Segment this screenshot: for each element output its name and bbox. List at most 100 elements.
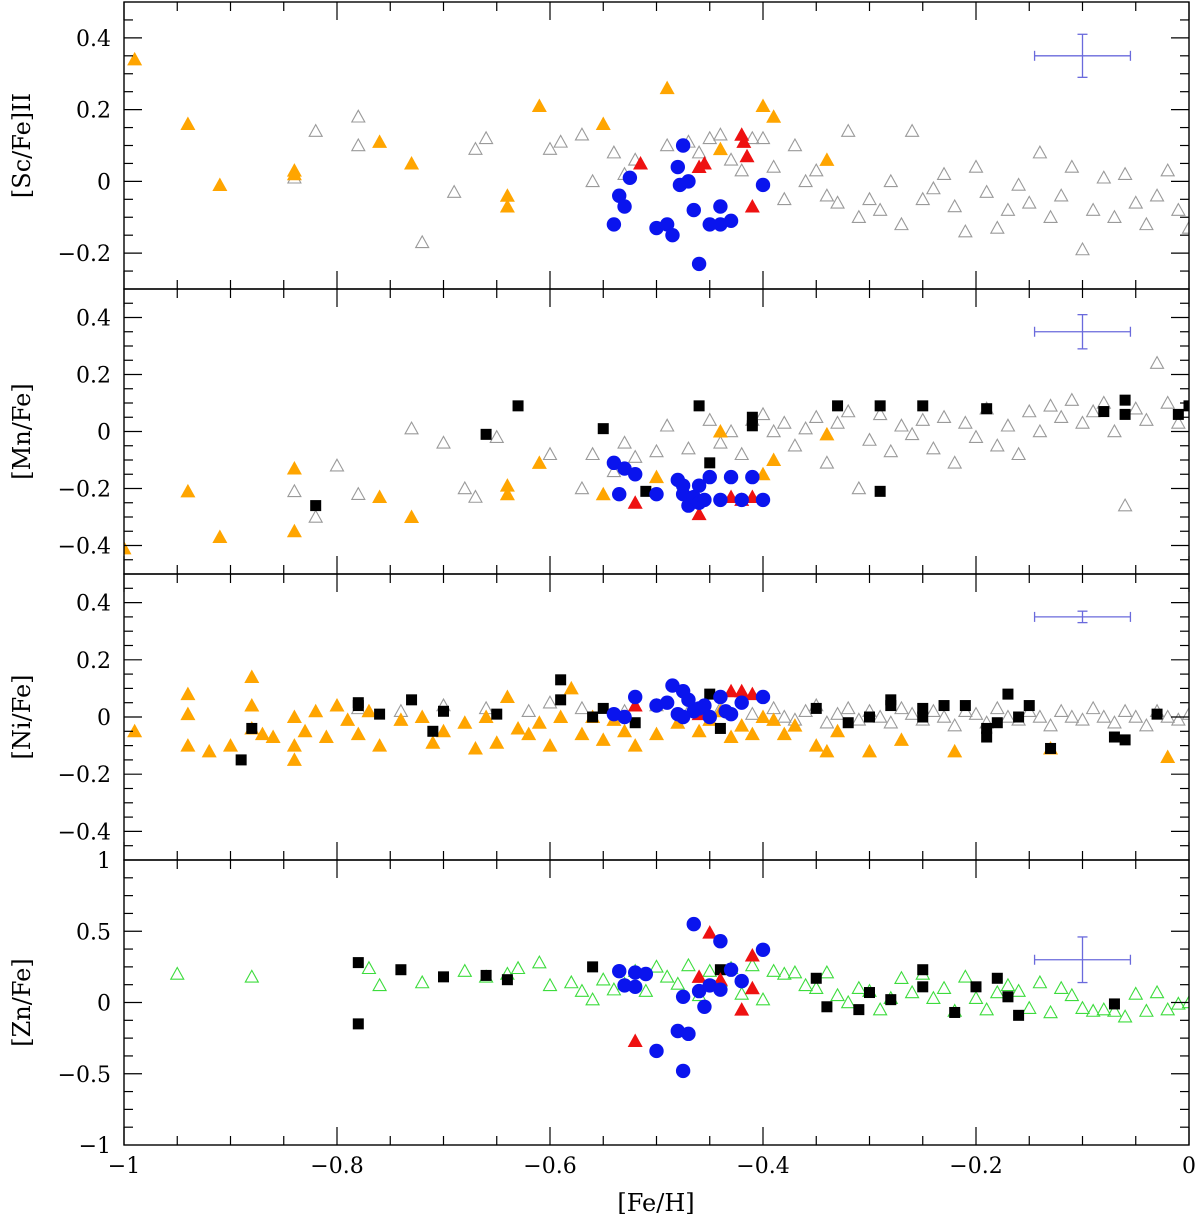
orange-triangle-point	[649, 469, 664, 484]
black-square-point	[1172, 408, 1184, 420]
green-open-triangle-point	[989, 984, 1005, 999]
black-square-point	[693, 400, 705, 412]
black-square-point	[917, 702, 929, 714]
black-square-point	[555, 694, 567, 706]
orange-triangle-point	[595, 486, 611, 501]
blue-circle-point	[697, 999, 712, 1014]
gray-open-triangle-point	[542, 695, 558, 709]
orange-triangle-point	[212, 177, 228, 191]
y-tick-label: −0.2	[58, 242, 111, 267]
gray-open-triangle-point	[1064, 159, 1080, 173]
blue-circle-point	[617, 199, 632, 214]
y-tick-label: −0.2	[58, 478, 111, 503]
green-open-triangle-point	[574, 983, 590, 997]
orange-triangle-point	[755, 98, 771, 113]
blue-circle-point	[628, 689, 643, 705]
gray-open-triangle-point	[1085, 700, 1101, 715]
gray-open-triangle-point	[1000, 418, 1016, 432]
blue-circle-point	[649, 487, 664, 502]
gray-open-triangle-point	[936, 166, 952, 180]
gray-open-triangle-point	[1160, 395, 1176, 409]
black-square-point	[1002, 991, 1014, 1003]
x-tick-labels: −1 −0.8 −0.6 −0.4 −0.2 0	[108, 1154, 1196, 1179]
gray-open-triangle-point	[286, 483, 302, 498]
green-open-triangle-point	[872, 1001, 888, 1016]
black-square-point	[917, 711, 929, 723]
gray-open-triangle-point	[553, 134, 569, 148]
gray-open-triangle-point	[787, 438, 803, 452]
blue-circle-point	[617, 461, 632, 476]
blue-circle-point	[612, 188, 627, 203]
black-square-point	[981, 722, 993, 734]
black-square-point	[438, 705, 449, 717]
black-square-point	[555, 674, 567, 686]
red-triangle-point	[691, 506, 707, 521]
black-square-point	[1098, 406, 1110, 418]
green-open-triangle-point	[1181, 994, 1189, 1009]
green-open-triangle-point	[1160, 1001, 1176, 1016]
gray-open-triangle-point	[766, 159, 782, 173]
orange-triangle-point	[563, 680, 579, 695]
orange-triangle-point	[744, 726, 760, 741]
chart-panels: −0.2 0 0.2 0.4 [Sc/Fe]II −0.4 −0.2 0 0.2 0.4 [Mn/F…	[8, 1, 1190, 1159]
orange-triangle-point	[499, 486, 515, 501]
black-square-point	[714, 722, 726, 734]
red-triangle-point	[734, 683, 750, 698]
gray-open-triangle-point	[521, 703, 537, 718]
orange-triangle-point	[286, 461, 302, 475]
gray-open-triangle-point	[819, 455, 835, 469]
orange-triangle-point	[489, 735, 505, 749]
green-open-triangle-point	[585, 992, 601, 1006]
black-square-point	[629, 717, 641, 729]
gray-open-triangle-point	[1128, 195, 1144, 209]
green-open-triangle-point	[457, 963, 473, 977]
orange-triangle-point	[127, 51, 143, 66]
error-bar	[1033, 313, 1132, 350]
black-square-point	[917, 400, 929, 412]
y-tick-label: 0	[97, 421, 111, 446]
green-open-triangle-point	[1064, 987, 1080, 1002]
green-open-triangle-point	[169, 966, 185, 980]
blue-circle-point	[675, 709, 691, 725]
gray-open-triangle-point	[457, 480, 473, 495]
black-square-point	[587, 711, 599, 723]
black-square-point	[1045, 742, 1057, 754]
green-open-triangle-point	[510, 960, 526, 975]
black-square-point	[1023, 700, 1035, 712]
gray-open-triangle-point	[1032, 709, 1048, 723]
orange-triangle-point	[457, 715, 473, 729]
green-open-triangle-point	[531, 954, 547, 969]
x-tick-label: −0.6	[523, 1154, 576, 1179]
error-bar	[1033, 936, 1132, 984]
black-square-point	[746, 420, 758, 432]
blue-circle-point	[713, 199, 728, 214]
gray-open-triangle-point	[872, 709, 888, 723]
black-square-point	[874, 485, 886, 497]
orange-triangle-point	[393, 712, 409, 726]
gray-open-triangle-point	[1170, 712, 1186, 726]
orange-triangle-point	[819, 152, 835, 166]
green-open-triangle-point	[904, 984, 920, 999]
orange-triangle-point	[180, 706, 196, 721]
green-open-triangle-point	[414, 974, 430, 989]
orange-triangle-point	[372, 134, 388, 148]
gray-open-triangle-point	[1075, 712, 1090, 726]
black-square-point	[352, 957, 364, 969]
orange-triangle-point	[712, 424, 728, 438]
y-tick-label: 0	[97, 170, 111, 195]
blue-circle-point	[734, 492, 749, 508]
black-square-point	[352, 700, 364, 712]
blue-circle-point	[628, 467, 643, 482]
black-square-point	[480, 428, 492, 440]
orange-triangle-point	[766, 109, 782, 123]
blue-circle-point	[723, 706, 739, 722]
gray-open-triangle-point	[1043, 209, 1058, 223]
green-open-triangle-point	[649, 959, 664, 973]
gray-open-triangle-point	[979, 184, 995, 198]
gray-open-triangle-point	[606, 463, 622, 478]
black-square-point	[938, 700, 950, 712]
blue-circle-point	[755, 177, 771, 193]
orange-triangle-point	[265, 729, 281, 744]
red-triangle-point	[712, 972, 728, 986]
